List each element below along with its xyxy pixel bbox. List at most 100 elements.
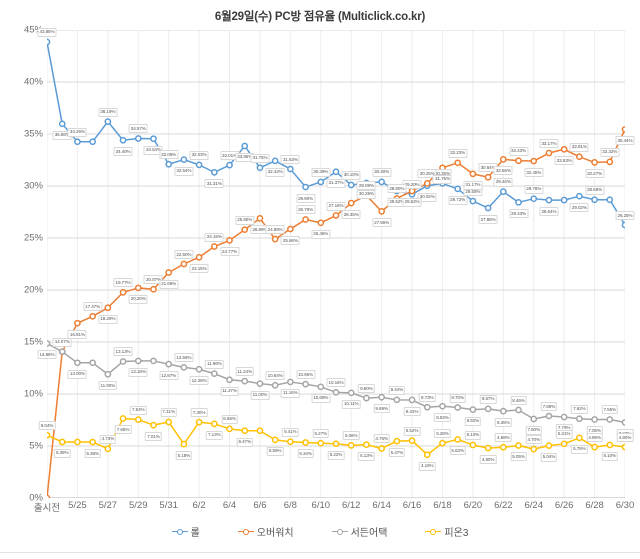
data-point-label: 11.16%: [281, 388, 300, 398]
chart-legend: 롤 오버워치 서든어택 피온3: [0, 524, 640, 539]
data-point-label: 10.84%: [265, 371, 285, 381]
data-point-label: 29.46%: [493, 177, 513, 187]
x-axis-tick: 5/29: [129, 500, 148, 511]
data-point-label: 28.64%: [539, 207, 559, 217]
legend-marker-icon: [171, 527, 188, 536]
data-point-label: 6.47%: [236, 437, 253, 447]
data-point-label: 43.85%: [37, 27, 57, 37]
data-point-label: 17.47%: [83, 302, 103, 312]
x-axis-tick: 6/14: [372, 500, 391, 511]
data-point-label: 7.54%: [129, 405, 147, 415]
legend-item-3[interactable]: 서든어택: [331, 524, 388, 539]
data-point-label: 32.43%: [509, 146, 529, 156]
data-point-label: 29.52%: [402, 197, 422, 207]
legend-marker-icon: [425, 527, 442, 536]
data-point-label: 31.37%: [326, 178, 346, 188]
data-point-label: 10.69%: [311, 393, 331, 403]
data-point-label: 29.72%: [448, 195, 468, 205]
x-axis-tick: 6/12: [341, 500, 361, 511]
data-point-label: 28.43%: [509, 209, 529, 219]
data-point-label: 7.30%: [190, 408, 208, 418]
data-point-label: 22.50%: [174, 250, 194, 259]
legend-item-1[interactable]: 롤: [171, 524, 200, 539]
data-point-label: 34.40%: [113, 147, 133, 157]
data-point-label: 36.19%: [98, 107, 118, 117]
data-point-label: 4.70%: [525, 435, 542, 445]
y-axis-tick: 0%: [29, 492, 43, 504]
data-point-label: 12.56%: [174, 353, 194, 363]
data-point-label: 9.44%: [388, 385, 406, 395]
data-point-label: 5.10%: [464, 430, 482, 440]
data-point-label: 32.03%: [189, 150, 209, 160]
y-axis-tick: 25%: [23, 232, 43, 244]
legend-item-4[interactable]: 피온3: [425, 524, 468, 539]
x-axis-labels: 출시전 5/25 5/27 5/29 5/31 6/2 6/4 6/6 6/8 6/10 6/12 6…: [34, 500, 634, 516]
data-point-label: 5.59%: [266, 446, 284, 456]
data-point-label: 30.29%: [356, 189, 376, 199]
legend-item-2[interactable]: 오버워치: [237, 524, 294, 539]
data-point-label: 11.90%: [98, 381, 118, 391]
data-point-label: 32.23%: [448, 148, 468, 158]
data-point-label: 31.75%: [432, 174, 452, 184]
x-axis-tick: 5/27: [98, 500, 118, 511]
data-point-label: 6.04%: [38, 421, 56, 431]
data-point-label: 10.11%: [341, 399, 361, 409]
data-point-label: 7.65%: [114, 425, 132, 435]
data-point-label: 32.27%: [585, 169, 605, 179]
data-point-label: 20.20%: [128, 294, 148, 304]
data-point-label: 11.00%: [250, 390, 270, 400]
y-axis-labels: 0% 5% 10% 15% 20% 25% 30% 35% 40% 45%: [0, 25, 43, 504]
data-point-label: 32.32%: [600, 147, 620, 157]
data-point-label: 21.68%: [159, 279, 179, 289]
data-point-label: 29.02%: [569, 203, 589, 213]
data-point-label: 7.60%: [525, 425, 542, 435]
data-point-label: 5.41%: [282, 427, 299, 437]
x-axis-tick: 6/24: [524, 500, 543, 511]
data-point-label: 13.18%: [128, 367, 148, 377]
data-point-label: 8.50%: [464, 416, 482, 426]
x-axis-tick: 5/25: [68, 500, 87, 511]
data-point-label: 33.53%: [554, 156, 574, 166]
data-point-label: 26.78%: [296, 205, 316, 215]
data-point-label: 12.28%: [189, 376, 209, 386]
y-axis-tick: 15%: [23, 336, 43, 348]
legend-label: 롤: [190, 528, 200, 539]
data-point-label: 5.10%: [601, 451, 619, 461]
data-point-label: 7.01%: [145, 432, 162, 442]
data-point-label: 8.83%: [434, 413, 451, 423]
data-point-label: 32.40%: [524, 168, 544, 178]
y-axis-tick: 40%: [23, 76, 43, 88]
data-point-label: 26.25%: [615, 211, 635, 220]
data-point-label: 25.86%: [280, 236, 300, 246]
data-point-label: 32.42%: [265, 167, 285, 177]
data-point-label: 5.38%: [84, 449, 101, 459]
data-point-label: 4.76%: [373, 434, 390, 444]
data-point-label: 4.73%: [99, 434, 117, 444]
data-point-label: 8.46%: [510, 396, 527, 406]
data-point-label: 5.18%: [175, 451, 193, 461]
y-axis-tick: 5%: [29, 440, 43, 452]
data-point-label: 34.26%: [67, 127, 87, 137]
data-point-label: 11.24%: [235, 367, 255, 377]
x-axis-tick: 6/6: [253, 500, 267, 511]
plot-area: 43.85% 35.98% 34.26% 36.19% 34.40% 34.57% 34.5…: [37, 27, 635, 498]
data-point-label: 14.86%: [37, 350, 57, 360]
data-point-label: 16.81%: [67, 330, 87, 340]
data-point-label: 28.68%: [585, 185, 605, 195]
legend-label: 피온3: [444, 528, 469, 539]
x-axis-tick: 6/2: [192, 500, 206, 511]
legend-label: 서든어택: [350, 528, 388, 539]
data-point-label: 5.27%: [312, 429, 330, 439]
data-point-label: 4.16%: [418, 461, 436, 471]
y-axis-tick: 45%: [23, 24, 43, 36]
data-point-label: 7.13%: [206, 430, 223, 440]
data-point-label: 5.21%: [555, 429, 573, 439]
data-point-label: 31.17%: [463, 180, 483, 190]
data-point-label: 31.63%: [280, 155, 300, 165]
legend-marker-icon: [237, 527, 254, 536]
x-axis-tick: 6/18: [433, 500, 452, 511]
data-point-label: 9.42%: [403, 407, 421, 417]
x-axis-tick: 6/16: [402, 500, 422, 511]
data-point-label: 5.28%: [434, 429, 451, 439]
data-point-label: 35.44%: [615, 136, 635, 146]
